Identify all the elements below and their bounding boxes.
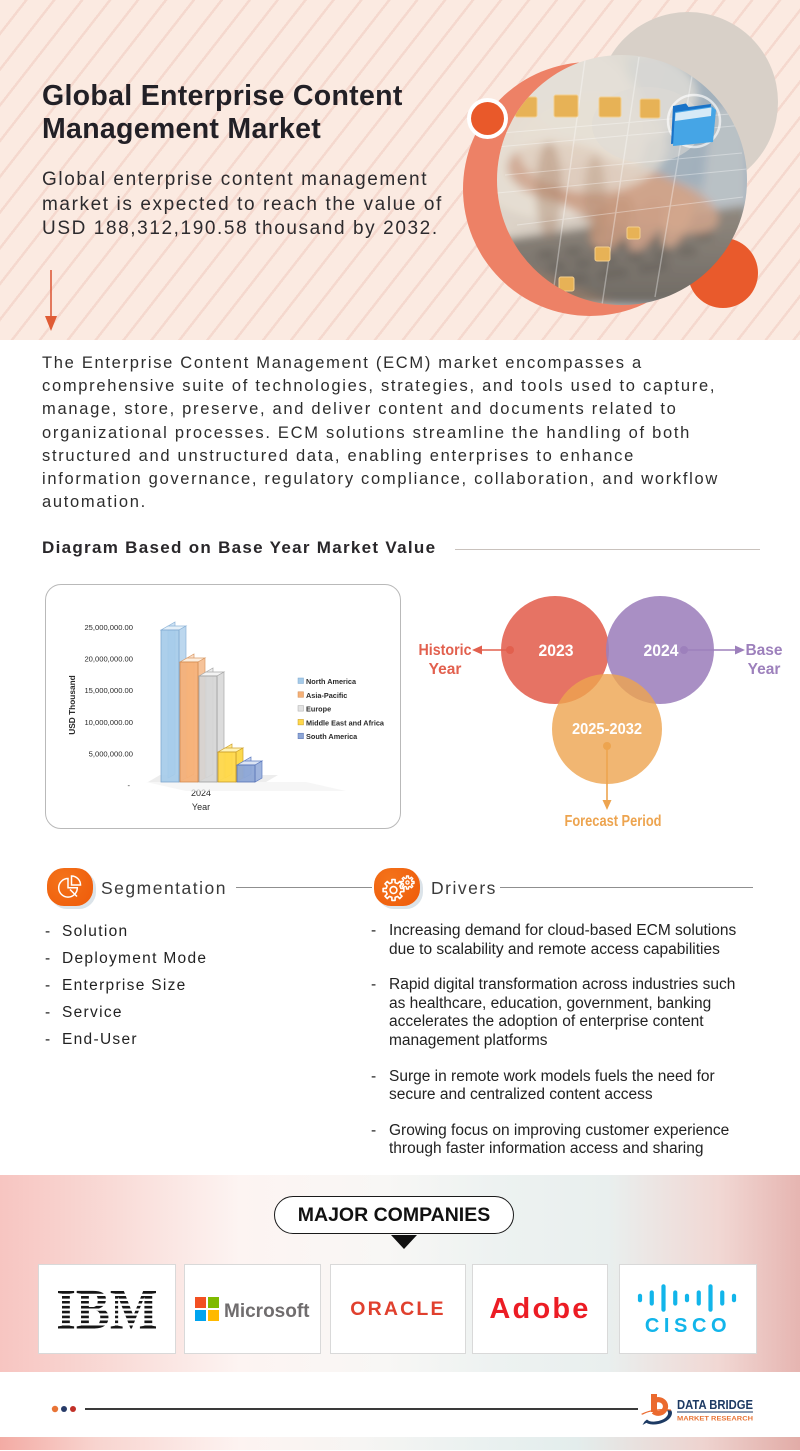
svg-text:25,000,000.00: 25,000,000.00 — [84, 623, 133, 632]
svg-text:15,000,000.00: 15,000,000.00 — [84, 686, 133, 695]
svg-text:Base: Base — [745, 642, 782, 659]
svg-text:Year: Year — [748, 661, 781, 678]
svg-text:2023: 2023 — [539, 642, 574, 660]
svg-text:10,000,000.00: 10,000,000.00 — [84, 718, 133, 727]
svg-text:20,000,000.00: 20,000,000.00 — [84, 655, 133, 664]
svg-text:Middle East and Africa: Middle East and Africa — [306, 718, 385, 727]
svg-text:2024: 2024 — [191, 788, 211, 798]
svg-text:South America: South America — [306, 732, 358, 741]
svg-text:Historic: Historic — [419, 642, 472, 659]
svg-text:2024: 2024 — [644, 642, 680, 660]
svg-text:USD Thousand: USD Thousand — [67, 675, 77, 734]
svg-text:-: - — [127, 781, 130, 790]
svg-text:Forecast Period: Forecast Period — [565, 813, 662, 830]
svg-text:North America: North America — [306, 677, 357, 686]
svg-text:Year: Year — [429, 661, 462, 678]
svg-text:MARKET RESEARCH: MARKET RESEARCH — [677, 1416, 753, 1423]
svg-text:2025-2032: 2025-2032 — [572, 721, 642, 738]
svg-text:DATA BRIDGE: DATA BRIDGE — [677, 1397, 753, 1412]
svg-text:Year: Year — [192, 802, 210, 812]
svg-text:CISCO: CISCO — [645, 1315, 731, 1334]
svg-text:5,000,000.00: 5,000,000.00 — [89, 749, 133, 758]
svg-text:Microsoft: Microsoft — [224, 1301, 310, 1322]
svg-text:Europe: Europe — [306, 705, 331, 714]
svg-text:Asia-Pacific: Asia-Pacific — [306, 691, 347, 700]
